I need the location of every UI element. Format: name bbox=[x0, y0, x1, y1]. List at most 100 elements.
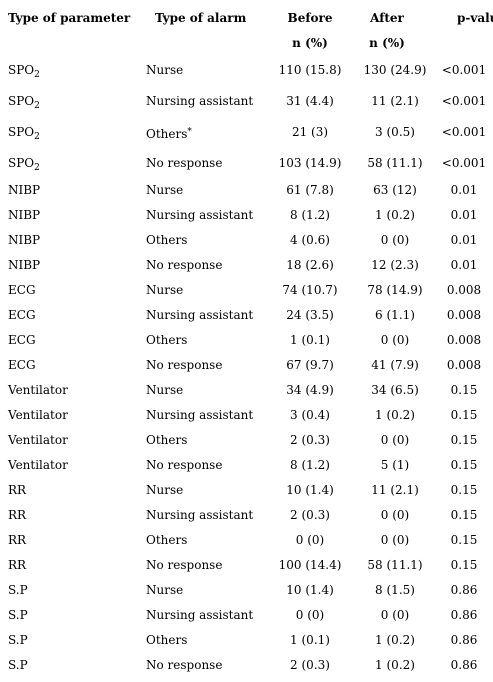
parameter-cell: RR bbox=[8, 483, 26, 497]
after-text: 78 (14.9) bbox=[367, 283, 423, 297]
p-value-cell: 0.15 bbox=[451, 408, 478, 422]
before-text: 0 (0) bbox=[295, 533, 325, 547]
before-cell: 0 (0) bbox=[296, 533, 324, 547]
alarm-text: No response bbox=[146, 658, 223, 672]
alarm-text: Others bbox=[146, 633, 188, 647]
parameter-cell: NIBP bbox=[8, 208, 40, 222]
parameter-cell: SPO2 bbox=[8, 125, 40, 144]
p-value-cell: 0.86 bbox=[451, 608, 478, 622]
p-value-text: 0.86 bbox=[450, 608, 478, 622]
parameter-text: Ventilator bbox=[8, 458, 68, 472]
alarm-text: Nursing assistant bbox=[146, 208, 254, 222]
p-value-text: 0.01 bbox=[450, 208, 478, 222]
after-text: 1 (0.2) bbox=[375, 208, 415, 222]
before-text: 2 (0.3) bbox=[290, 508, 330, 522]
before-text: 8 (1.2) bbox=[290, 208, 330, 222]
alarm-text: Nursing assistant bbox=[146, 94, 254, 108]
after-cell: 1 (0.2) bbox=[375, 408, 415, 422]
before-cell: 31 (4.4) bbox=[286, 94, 334, 108]
after-text: 11 (2.1) bbox=[371, 94, 419, 108]
after-text: 1 (0.2) bbox=[375, 658, 415, 672]
after-cell: 0 (0) bbox=[381, 233, 409, 247]
parameter-cell: ECG bbox=[8, 333, 36, 347]
parameter-text: S.P bbox=[8, 633, 28, 647]
before-cell: 0 (0) bbox=[296, 608, 324, 622]
before-cell: 4 (0.6) bbox=[290, 233, 330, 247]
alarm-text: Nursing assistant bbox=[146, 508, 254, 522]
after-cell: 58 (11.1) bbox=[367, 558, 422, 572]
after-text: 5 (1) bbox=[380, 458, 410, 472]
parameter-cell: S.P bbox=[8, 583, 28, 597]
p-value-cell: 0.008 bbox=[447, 308, 481, 322]
parameter-cell: Ventilator bbox=[8, 408, 68, 422]
p-value-cell: 0.01 bbox=[451, 258, 478, 272]
alarm-text: Nursing assistant bbox=[146, 408, 254, 422]
before-cell: 110 (15.8) bbox=[279, 63, 342, 77]
p-value-text: 0.86 bbox=[450, 633, 478, 647]
alarm-text: Nurse bbox=[146, 283, 184, 297]
alarm-text: No response bbox=[146, 458, 223, 472]
after-text: 6 (1.1) bbox=[375, 308, 415, 322]
p-value-text: 0.008 bbox=[446, 308, 482, 322]
after-text: 58 (11.1) bbox=[367, 558, 423, 572]
after-text: 41 (7.9) bbox=[371, 358, 419, 372]
alarm-text: No response bbox=[146, 156, 223, 170]
before-cell: 74 (10.7) bbox=[282, 283, 337, 297]
alarm-text: Nurse bbox=[146, 383, 184, 397]
p-value-cell: 0.15 bbox=[451, 508, 478, 522]
p-value-cell: <0.001 bbox=[442, 63, 486, 77]
p-value-text: 0.01 bbox=[450, 183, 478, 197]
alarm-text: Nurse bbox=[146, 483, 184, 497]
p-value-cell: <0.001 bbox=[442, 94, 486, 108]
alarm-cell: Nursing assistant bbox=[146, 408, 253, 422]
before-text: 2 (0.3) bbox=[290, 433, 330, 447]
after-cell: 0 (0) bbox=[381, 608, 409, 622]
p-value-cell: 0.01 bbox=[451, 183, 478, 197]
alarm-cell: Nurse bbox=[146, 283, 183, 297]
after-text: 8 (1.5) bbox=[375, 583, 415, 597]
alarm-cell: Nurse bbox=[146, 63, 183, 77]
parameter-text: ECG bbox=[8, 308, 36, 322]
parameter-cell: ECG bbox=[8, 358, 36, 372]
before-text: 3 (0.4) bbox=[290, 408, 330, 422]
before-text: 67 (9.7) bbox=[286, 358, 334, 372]
parameter-cell: S.P bbox=[8, 633, 28, 647]
alarm-cell: Nurse bbox=[146, 483, 183, 497]
p-value-cell: 0.15 bbox=[451, 458, 478, 472]
before-text: 8 (1.2) bbox=[290, 458, 330, 472]
parameter-text: Ventilator bbox=[8, 408, 68, 422]
before-text: 4 (0.6) bbox=[290, 233, 330, 247]
alarm-cell: Nurse bbox=[146, 583, 183, 597]
after-cell: 8 (1.5) bbox=[375, 583, 415, 597]
before-cell: 10 (1.4) bbox=[286, 483, 334, 497]
p-value-text: <0.001 bbox=[441, 156, 487, 170]
p-value-cell: 0.008 bbox=[447, 333, 481, 347]
before-text: 10 (1.4) bbox=[286, 483, 334, 497]
before-text: 100 (14.4) bbox=[278, 558, 342, 572]
before-cell: 10 (1.4) bbox=[286, 583, 334, 597]
p-value-cell: 0.01 bbox=[451, 208, 478, 222]
parameter-cell: ECG bbox=[8, 308, 36, 322]
p-value-text: 0.01 bbox=[450, 233, 478, 247]
before-text: 0 (0) bbox=[295, 608, 325, 622]
before-text: 34 (4.9) bbox=[286, 383, 334, 397]
alarm-text: Nurse bbox=[146, 63, 184, 77]
after-text: 0 (0) bbox=[380, 608, 410, 622]
before-text: 21 (3) bbox=[291, 125, 329, 139]
after-text: 58 (11.1) bbox=[367, 156, 423, 170]
p-value-cell: 0.008 bbox=[447, 358, 481, 372]
alarm-cell: No response bbox=[146, 258, 222, 272]
before-cell: 34 (4.9) bbox=[286, 383, 334, 397]
alarm-cell: No response bbox=[146, 658, 222, 672]
parameter-text: NIBP bbox=[8, 183, 41, 197]
after-cell: 0 (0) bbox=[381, 333, 409, 347]
p-value-text: <0.001 bbox=[441, 94, 487, 108]
before-text: 61 (7.8) bbox=[286, 183, 334, 197]
p-value-text: 0.86 bbox=[450, 583, 478, 597]
p-value-text: 0.15 bbox=[450, 508, 478, 522]
p-value-text: 0.008 bbox=[446, 283, 482, 297]
p-value-text: 0.15 bbox=[450, 483, 478, 497]
parameter-text: S.P bbox=[8, 583, 28, 597]
alarm-text: No response bbox=[146, 258, 223, 272]
after-cell: 58 (11.1) bbox=[367, 156, 422, 170]
